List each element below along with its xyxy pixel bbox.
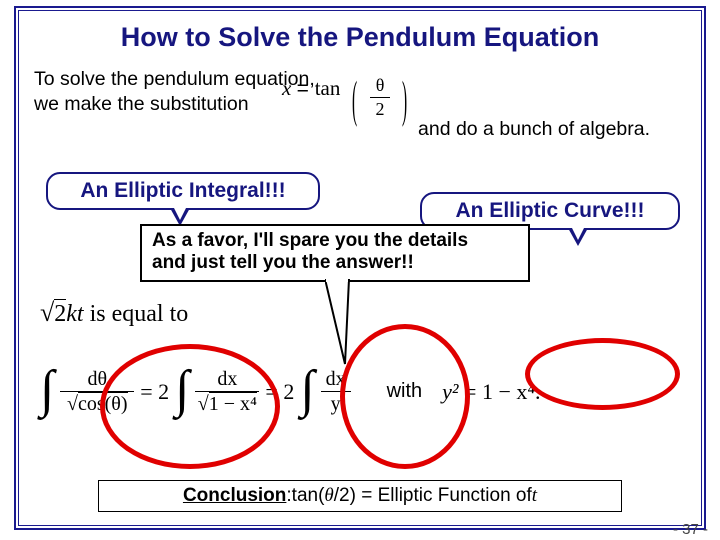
algebra-text: and do a bunch of algebra. [418, 118, 650, 141]
isequalto-text: is equal to [84, 301, 189, 327]
sqrt-arg: 2 [54, 299, 66, 327]
subst-x: x [282, 76, 291, 100]
callout-elliptic-integral: An Elliptic Integral!!! [46, 172, 320, 210]
subst-rparen: ) [402, 70, 407, 129]
highlight-ring-integral [100, 344, 280, 469]
page-number: - 37 - [673, 521, 708, 538]
sqrt-symbol: √ [40, 298, 54, 327]
frac-numerator: θ [370, 75, 390, 96]
conclusion-pre: tan( [292, 485, 325, 507]
substitution-equation: x = tan [282, 76, 340, 101]
equation-line-1: √2kt is equal to [40, 298, 188, 328]
page-title: How to Solve the Pendulum Equation [0, 22, 720, 53]
subst-lparen: ( [352, 70, 357, 129]
favor-line-2: and just tell you the answer!! [152, 252, 518, 274]
subst-tan: tan [315, 76, 341, 100]
intro-line-2: we make the substitution [34, 93, 249, 116]
conclusion-t: t [532, 485, 537, 507]
conclusion-mid: /2) = Elliptic Function of [334, 485, 532, 507]
favor-line-1: As a favor, I'll spare you the details [152, 230, 518, 252]
integral-1: ∫ [40, 360, 54, 419]
conclusion-theta: θ [324, 485, 333, 507]
frac-denominator: 2 [370, 99, 390, 120]
integral-3: ∫ [300, 360, 314, 419]
conclusion-box: Conclusion: tan(θ /2) = Elliptic Functio… [98, 480, 622, 512]
highlight-ring-curve [525, 338, 680, 410]
favor-note-box: As a favor, I'll spare you the details a… [140, 224, 530, 282]
kt-text: kt [66, 301, 83, 327]
subst-fraction: θ 2 [370, 75, 390, 120]
frac-bar [370, 97, 390, 98]
intro-line-1: To solve the pendulum equation, [34, 68, 315, 91]
favor-box-tail [325, 279, 365, 369]
subst-eq: = [297, 77, 315, 100]
conclusion-label: Conclusion [183, 485, 286, 507]
callout-tail-2 [568, 228, 588, 246]
